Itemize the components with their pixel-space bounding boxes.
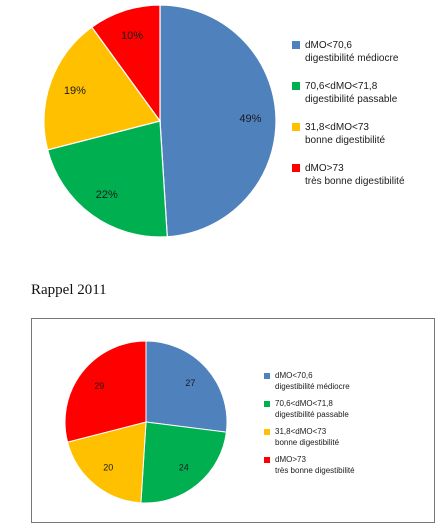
pie1-slice-1 — [46, 120, 168, 238]
pie-chart-current: 49% 22% 19% 10% dMO<70,6 digestibilité médioc… — [43, 4, 405, 238]
pie1-legend-sublabel-0: digestibilité médiocre — [305, 53, 399, 64]
pie1-slice-2 — [43, 26, 162, 151]
pie1-legend-label-1: 70,6<dMO<71,8 — [305, 81, 378, 92]
pie1-slice-3 — [90, 4, 161, 123]
pie1-data-label-1: 22% — [96, 189, 118, 201]
pie1-legend-sublabel-3: très bonne digestibilité — [305, 176, 405, 187]
pie1-legend-sublabel-1: digestibilité passable — [305, 94, 398, 105]
section-title-rappel-2011: Rappel 2011 — [31, 282, 107, 298]
pie1-data-label-0: 49% — [239, 113, 261, 125]
chart-frame-2011 — [31, 318, 435, 523]
pie1-data-label-2: 19% — [64, 85, 86, 97]
pie1-legend-label-0: dMO<70,6 — [305, 40, 352, 51]
pie1-legend-swatch-0 — [292, 41, 300, 49]
pie1-legend-swatch-2 — [292, 123, 300, 131]
pie1-legend-swatch-3 — [292, 164, 300, 172]
pie1-legend-sublabel-2: bonne digestibilité — [305, 135, 385, 146]
pie1-slice-0 — [159, 4, 277, 238]
pie1-legend-label-2: 31,8<dMO<73 — [305, 122, 369, 133]
pie1-legend-swatch-1 — [292, 82, 300, 90]
pie1-legend-label-3: dMO>73 — [305, 163, 344, 174]
pie1-data-label-3: 10% — [121, 30, 143, 42]
